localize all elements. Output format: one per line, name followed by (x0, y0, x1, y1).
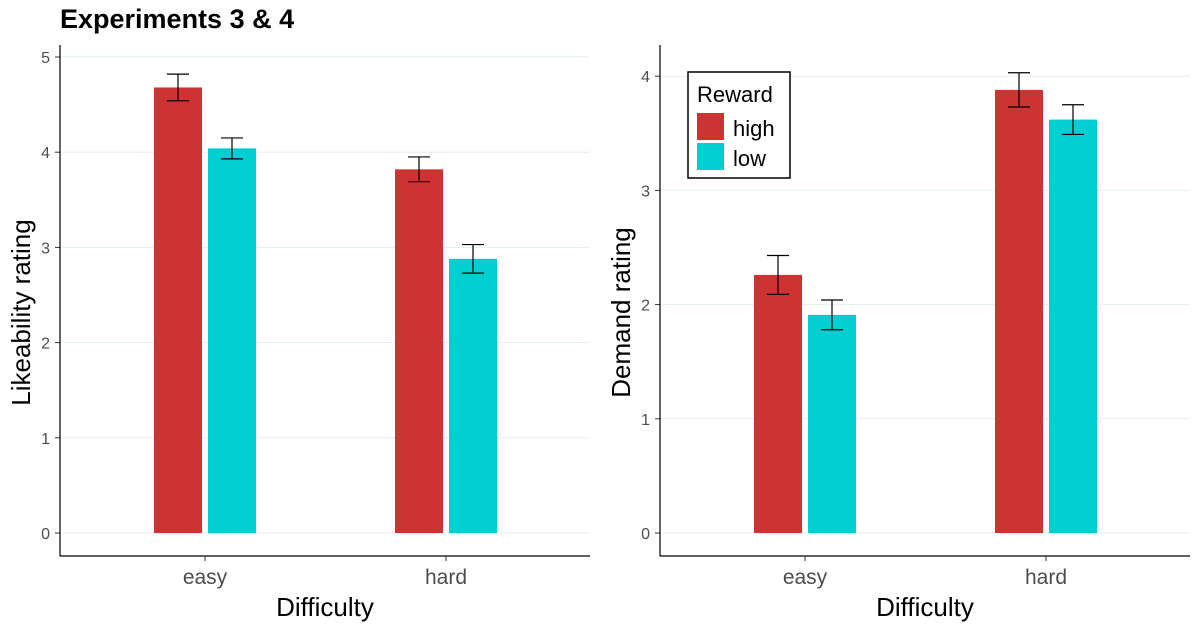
x-tick-label-hard: hard (425, 566, 467, 589)
y-tick-label: 1 (641, 412, 650, 429)
y-tick-label: 5 (41, 50, 50, 67)
bar-low-hard (1049, 119, 1097, 533)
legend-swatch-low (697, 143, 724, 170)
figure-title: Experiments 3 & 4 (60, 4, 295, 34)
x-tick-label-easy: easy (183, 566, 228, 589)
y-tick-label: 3 (641, 183, 650, 200)
y-axis-title: Likeability rating (6, 219, 36, 405)
y-tick-label: 0 (641, 526, 650, 543)
y-axis-title: Demand rating (606, 227, 636, 398)
panel-demand: 0 1 2 3 4 easy hard Difficulty Demand rating (606, 45, 1190, 622)
legend-swatch-high (697, 113, 724, 140)
bar-low-easy (208, 148, 256, 533)
y-tick-label: 0 (41, 526, 50, 543)
y-tick-label: 3 (41, 240, 50, 257)
bar-high-hard (395, 169, 443, 533)
x-axis-title: Difficulty (276, 592, 374, 622)
legend-title: Reward (697, 82, 773, 107)
y-tick-label: 4 (641, 69, 650, 86)
legend: Reward high low (687, 71, 791, 179)
bar-high-easy (154, 87, 202, 534)
legend-label-high: high (733, 116, 775, 141)
y-tick-label: 2 (641, 298, 650, 315)
y-tick-label: 2 (41, 336, 50, 353)
legend-label-low: low (733, 146, 766, 171)
x-tick-label-hard: hard (1025, 566, 1067, 589)
x-tick-label-easy: easy (783, 566, 828, 589)
bar-high-hard (995, 89, 1043, 534)
panel-likeability: 0 1 2 3 4 5 easy hard Difficulty Likeability rati… (6, 45, 590, 622)
bar-low-hard (449, 258, 497, 533)
bar-low-easy (808, 314, 856, 533)
y-tick-label: 4 (41, 145, 50, 162)
y-tick-label: 1 (41, 431, 50, 448)
x-axis-title: Difficulty (876, 592, 974, 622)
bar-high-easy (754, 274, 802, 533)
